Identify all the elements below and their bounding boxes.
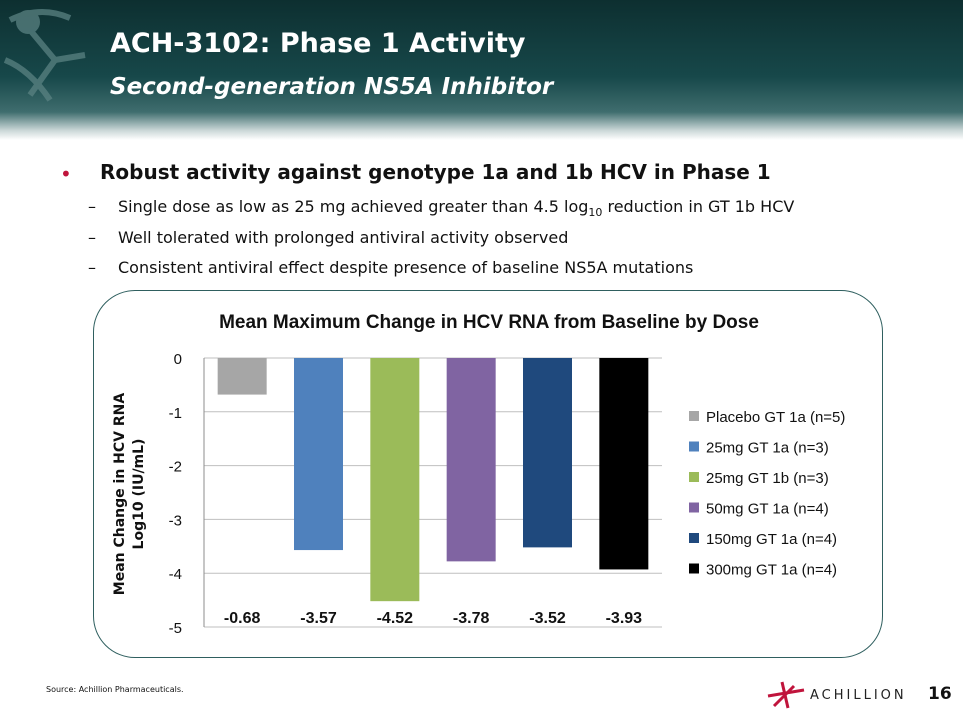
legend-entry: 300mg GT 1a (n=4) [706, 562, 837, 579]
legend-swatch [689, 441, 699, 452]
legend-entry: Placebo GT 1a (n=5) [706, 409, 845, 426]
legend-entry: 25mg GT 1b (n=3) [706, 470, 829, 487]
subscript: 10 [588, 206, 603, 220]
y-tick-label: -3 [169, 512, 182, 529]
chart-container: Mean Maximum Change in HCV RNA from Base… [93, 290, 883, 658]
legend-swatch [689, 502, 699, 513]
legend-swatch [689, 533, 699, 543]
dash-marker: – [88, 228, 96, 247]
subbullet-text: Consistent antiviral effect despite pres… [118, 258, 694, 277]
bar [523, 358, 572, 548]
warrior-logo-icon [3, 8, 86, 102]
bullet-marker: • [60, 162, 72, 186]
dash-marker: – [88, 258, 96, 277]
bar-chart: Mean Maximum Change in HCV RNA from Base… [112, 312, 845, 637]
y-axis-label-units: Log10 (IU/mL) [131, 439, 147, 550]
bar [446, 358, 496, 562]
subbullet: – Well tolerated with prolonged antiviral… [88, 228, 568, 247]
data-label: -3.78 [453, 610, 490, 627]
bar [599, 358, 649, 570]
legend-swatch [689, 411, 699, 421]
subbullet: – Consistent antiviral effect despite pre… [88, 258, 693, 277]
data-label: -3.93 [606, 610, 643, 627]
brand-name: ACHILLION [810, 688, 907, 703]
legend-entry: 150mg GT 1a (n=4) [706, 531, 837, 548]
page-number: 16 [928, 684, 952, 704]
legend-swatch [689, 563, 699, 574]
header-banner: ACH-3102: Phase 1 Activity Second-genera… [0, 0, 963, 140]
achillion-logo-icon [767, 681, 805, 709]
chart-title: Mean Maximum Change in HCV RNA from Base… [219, 312, 759, 333]
y-axis-label: Mean Change in HCV RNA [112, 393, 128, 596]
data-label: -0.68 [224, 610, 261, 627]
bar [294, 358, 343, 551]
data-label: -3.57 [300, 610, 337, 627]
y-tick-label: -4 [169, 566, 182, 583]
source-note: Source: Achillion Pharmaceuticals. [46, 685, 184, 694]
y-tick-label: -5 [169, 620, 182, 637]
subbullet-text: Single dose as low as 25 mg achieved gre… [118, 197, 589, 216]
slide-subtitle: Second-generation NS5A Inhibitor [110, 74, 554, 100]
legend-entry: 25mg GT 1a (n=3) [706, 440, 829, 457]
bar [217, 358, 267, 395]
data-label: -4.52 [377, 610, 414, 627]
subbullet-text-end: reduction in GT 1b HCV [602, 197, 795, 216]
subbullet: – Single dose as low as 25 mg achieved gr… [88, 197, 794, 219]
bar [370, 358, 420, 602]
subbullet-text: Well tolerated with prolonged antiviral … [118, 228, 569, 247]
y-tick-label: -2 [169, 459, 182, 476]
dash-marker: – [88, 197, 96, 216]
data-label: -3.52 [529, 610, 566, 627]
y-tick-label: 0 [174, 351, 182, 368]
legend-swatch [689, 472, 699, 482]
slide-title: ACH-3102: Phase 1 Activity [110, 28, 526, 59]
y-tick-label: -1 [169, 405, 182, 422]
legend-entry: 50mg GT 1a (n=4) [706, 501, 829, 518]
main-bullet: Robust activity against genotype 1a and … [100, 160, 771, 184]
